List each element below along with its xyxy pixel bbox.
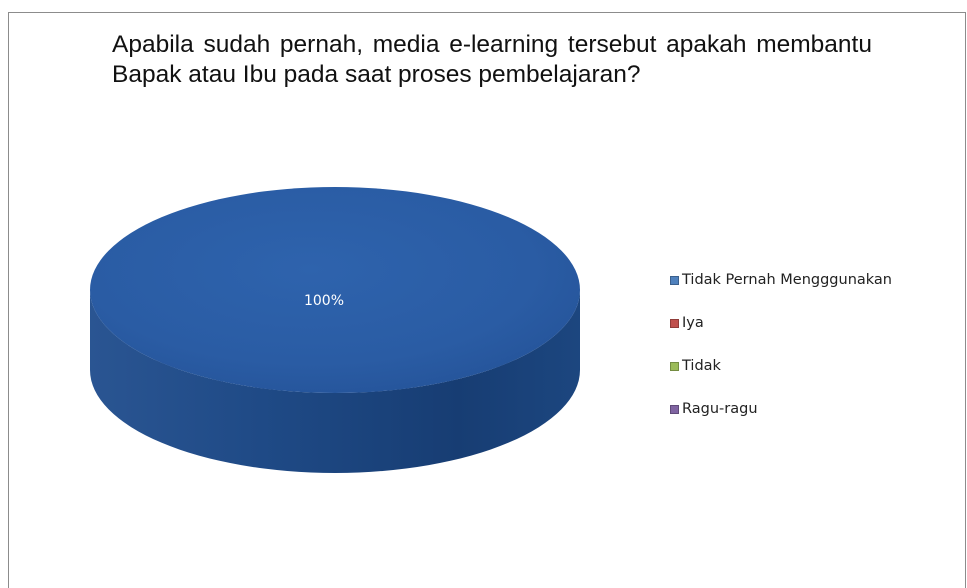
pie-slice-side-0 bbox=[90, 290, 580, 473]
legend-label: Ragu-ragu bbox=[682, 401, 758, 417]
data-label: 100% bbox=[304, 293, 344, 309]
legend-label: Tidak bbox=[682, 358, 721, 374]
legend-item: Tidak Pernah Mengggunakan bbox=[670, 270, 960, 290]
legend-label: Tidak Pernah Mengggunakan bbox=[682, 272, 892, 288]
legend-label: Iya bbox=[682, 315, 704, 331]
legend-item: Ragu-ragu bbox=[670, 399, 960, 419]
legend-item: Tidak bbox=[670, 356, 960, 376]
legend-item: Iya bbox=[670, 313, 960, 333]
legend: Tidak Pernah Mengggunakan Iya Tidak Ragu-ra… bbox=[670, 270, 960, 442]
chart-title: Apabila sudah pernah, media e-learning t… bbox=[112, 31, 872, 88]
legend-swatch bbox=[670, 361, 679, 371]
legend-swatch bbox=[670, 404, 679, 414]
pie-slice-0 bbox=[90, 187, 580, 393]
legend-swatch bbox=[670, 318, 679, 328]
legend-swatch bbox=[670, 275, 679, 285]
